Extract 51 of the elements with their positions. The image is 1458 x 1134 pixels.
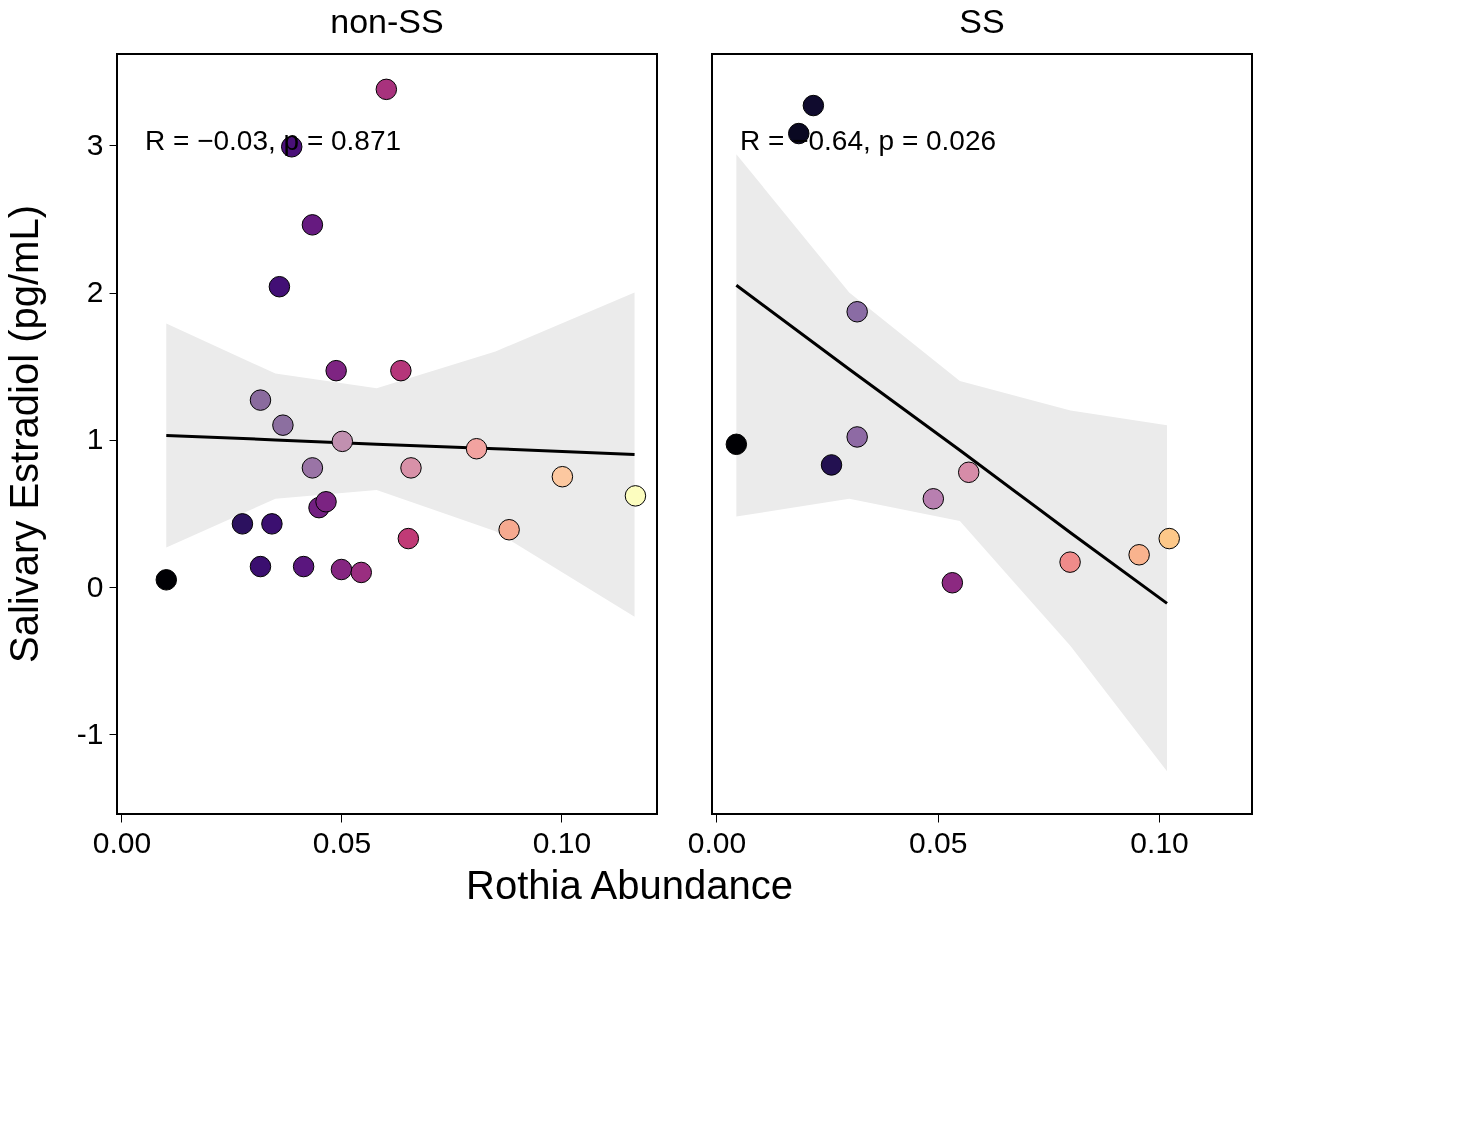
point bbox=[272, 414, 294, 436]
point bbox=[624, 485, 647, 507]
point bbox=[498, 519, 520, 541]
point bbox=[325, 359, 347, 382]
y-tick-label: 0 bbox=[86, 569, 104, 603]
point bbox=[1059, 551, 1081, 573]
point bbox=[350, 561, 372, 584]
x-tick-label: 0.00 bbox=[92, 825, 152, 859]
point bbox=[249, 389, 272, 411]
x-axis-title: Rothia Abundance bbox=[466, 863, 793, 907]
x-tick-label: 0.10 bbox=[1130, 825, 1189, 859]
point bbox=[551, 465, 574, 488]
point bbox=[390, 359, 412, 382]
line-series bbox=[164, 433, 637, 457]
point bbox=[846, 426, 868, 448]
point bbox=[725, 433, 748, 456]
y-tick-label: 2 bbox=[86, 275, 104, 309]
point bbox=[292, 555, 315, 578]
y-axis-title: Salivary Estradiol (pg/mL) bbox=[2, 205, 46, 663]
x-tick-label: 0.00 bbox=[687, 825, 747, 859]
point bbox=[941, 572, 964, 594]
x-tick-label: 0.10 bbox=[532, 825, 592, 859]
point bbox=[1128, 544, 1150, 566]
point bbox=[820, 454, 843, 476]
point bbox=[1158, 527, 1180, 550]
x-tick-label: 0.05 bbox=[909, 825, 968, 859]
point bbox=[802, 94, 825, 117]
point bbox=[268, 275, 291, 298]
chart-title: SS bbox=[959, 2, 1005, 40]
x-tick-label: 0.05 bbox=[312, 825, 372, 859]
point bbox=[249, 555, 272, 578]
point bbox=[400, 457, 422, 479]
point bbox=[397, 527, 420, 550]
point bbox=[465, 438, 488, 460]
point bbox=[301, 457, 324, 479]
point bbox=[330, 558, 353, 581]
point bbox=[846, 301, 868, 323]
point bbox=[315, 491, 337, 513]
point bbox=[301, 214, 324, 236]
point bbox=[957, 461, 980, 484]
y-tick-label: 3 bbox=[86, 127, 104, 161]
y-tick-label: 1 bbox=[86, 422, 104, 456]
point bbox=[375, 78, 398, 101]
annotation: R = −0.64, p = 0.026 bbox=[740, 125, 997, 156]
y-tick-label: -1 bbox=[76, 716, 104, 750]
point bbox=[331, 430, 354, 453]
point bbox=[922, 488, 945, 510]
chart-title: non-SS bbox=[330, 2, 444, 40]
point bbox=[261, 513, 283, 535]
point bbox=[155, 569, 178, 591]
point bbox=[231, 513, 254, 535]
